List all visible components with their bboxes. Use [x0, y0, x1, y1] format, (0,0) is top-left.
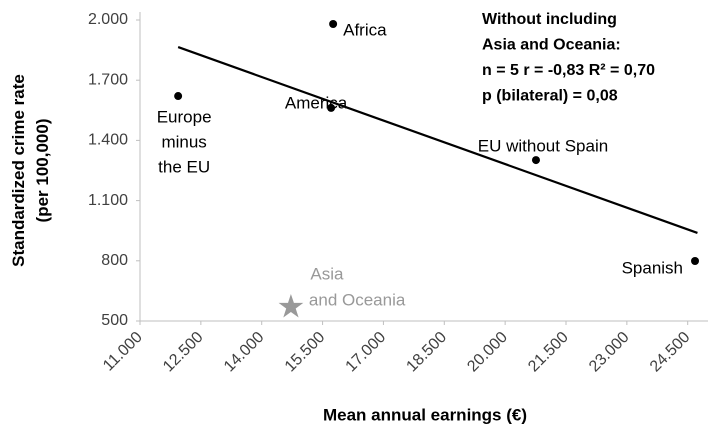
highlight-label: Asia — [310, 264, 344, 283]
trend-line — [177, 46, 698, 234]
x-axis-title: Mean annual earnings (€) — [323, 405, 527, 424]
point — [531, 156, 540, 165]
y-tick-label: 1.400 — [88, 132, 128, 149]
x-tick-label: 11.000 — [100, 329, 146, 375]
point — [327, 103, 336, 112]
x-tick-label: 14.000 — [221, 329, 268, 376]
y-axis-title-line: (per 100,000) — [33, 119, 52, 223]
point — [691, 257, 700, 266]
point-label: Europe — [157, 108, 212, 127]
y-tick-label: 800 — [101, 252, 128, 269]
point-label: Africa — [343, 20, 387, 39]
x-tick-label: 17.000 — [343, 329, 390, 376]
y-tick-label: 500 — [101, 312, 128, 329]
x-tick-label: 21.500 — [525, 329, 572, 376]
x-tick-label: 24.500 — [647, 329, 694, 376]
x-tick-label: 23.000 — [586, 329, 633, 376]
x-tick-label: 12.500 — [160, 329, 207, 376]
point — [174, 92, 183, 101]
x-tick-label: 15.500 — [282, 329, 329, 376]
annotation: p (bilateral) = 0,08 — [482, 88, 618, 105]
point-label: the EU — [158, 158, 210, 177]
point-label: America — [285, 93, 348, 112]
x-tick-label: 18.500 — [403, 329, 450, 376]
annotation: Asia and Oceania: — [482, 37, 621, 54]
point-label: minus — [161, 133, 206, 152]
y-axis-title-line: Standardized crime rate — [9, 74, 28, 267]
point-label: Spanish — [622, 258, 683, 277]
point — [329, 20, 338, 29]
highlight-point — [278, 294, 304, 318]
highlight-label: and Oceania — [309, 290, 406, 309]
annotation: n = 5 r = -0,83 R² = 0,70 — [482, 62, 655, 79]
y-axis-title: Standardized crime rate (per 100,000) — [9, 74, 52, 267]
y-tick-label: 1.100 — [88, 192, 128, 209]
y-tick-label: 2.000 — [88, 11, 128, 28]
point-label: EU without Spain — [478, 137, 608, 156]
annotation: Without including — [482, 11, 617, 28]
y-tick-label: 1.700 — [88, 71, 128, 88]
x-tick-label: 20.000 — [464, 329, 511, 376]
